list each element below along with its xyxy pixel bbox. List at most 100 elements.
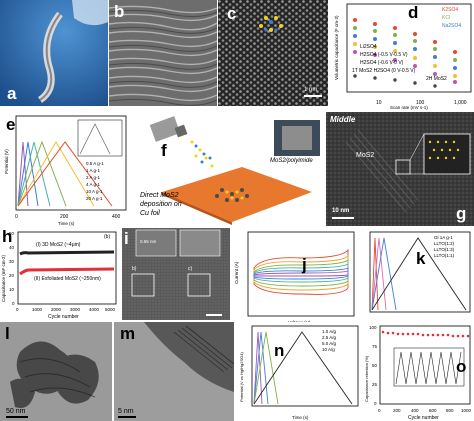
panel-k-legend-3: LLTO(1:1) [434, 253, 455, 258]
panel-h-xtick-1: 1000 [32, 307, 43, 312]
panel-n-legend-3: 10 A/g [322, 347, 335, 352]
panel-f-caption4: Cu foil [140, 210, 160, 217]
panel-i-inset-text: 0.65 nm [140, 239, 157, 244]
cycling-plot: 0 1000 2000 3000 4000 5000 Cycle number … [1, 231, 117, 320]
layered-sem-image [109, 0, 217, 106]
gcd-rate-plot: Time (s) Potential (V vs Hg/Hg2SO4) [239, 325, 359, 420]
panel-d-legend-1: KCl [442, 15, 451, 21]
panel-d-legend-5: H2SO4 (-0.6 V-0 V) [360, 60, 404, 66]
tem-image [326, 112, 474, 226]
panel-d-xtick-1: 10 [376, 100, 382, 106]
panel-e-legend-3: 4 A g-1 [86, 182, 101, 187]
panel-i-scalebar [206, 314, 222, 316]
panel-e-ylabel: Potential (V) [4, 149, 9, 174]
panel-o-xtick-3: 600 [429, 408, 437, 413]
panel-o-label: o [456, 357, 467, 376]
panel-d-xlabel: Scan rate (mV s-1) [390, 105, 428, 110]
panel-h-ytick-5: 50 [9, 231, 15, 236]
panel-c-scale-text: 1 nm [304, 87, 318, 93]
gcd-plot: 0 200 400 Time (s) Potential (V) [4, 115, 127, 226]
panel-n-label: n [274, 341, 285, 360]
panel-n-chart: Time (s) Potential (V vs Hg/Hg2SO4) n 1.… [236, 322, 362, 421]
panel-e-legend-5: 20 A g-1 [86, 196, 103, 201]
panel-f-caption3: deposition on [140, 201, 182, 208]
panel-k-legend-2: LLTO(1:3) [434, 247, 455, 252]
panel-e-legend-1: 1 A g-1 [86, 168, 101, 173]
panel-e-chart: 0 200 400 Time (s) Potential (V) e 0.5 A… [0, 112, 130, 226]
panel-m-scalebar [118, 416, 136, 418]
panel-o-xtick-0: 0 [378, 408, 381, 413]
panel-o-xtick-4: 800 [446, 408, 454, 413]
panel-d-legend-7: 2H MoS2 [426, 76, 447, 82]
deposition-schematic [149, 116, 320, 225]
panel-d-legend-2: Na2SO4 [442, 23, 462, 29]
panel-i-sub-c: c) [188, 266, 193, 272]
panel-e-legend-2: 2 A g-1 [86, 175, 101, 180]
panel-e-xtick-1: 200 [60, 214, 69, 220]
panel-b-sem: b [109, 0, 217, 106]
panel-h-ytick-0: 0 [12, 301, 15, 306]
panel-k-legend-0: Gl 1A g-1 [434, 235, 453, 240]
panel-o-ytick-4: 100 [369, 325, 377, 330]
panel-h-ytick-1: 10 [9, 287, 15, 292]
panel-n-ylabel: Potential (V vs Hg/Hg2SO4) [239, 352, 244, 402]
panel-d-legend-0: K2SO4 [442, 7, 459, 13]
panel-o-ylabel: Capacitance retention (%) [364, 355, 369, 402]
panel-h-ylabel: Capacitance (mF cm-2) [1, 254, 6, 302]
panel-d-chart: 10 100 1,000 Scan rate (mV s-1) Volumetr… [330, 0, 474, 110]
panel-j-chart: Voltage (V) Current (A) j [232, 228, 358, 328]
panel-h-series1: (I) 3D MoS2 (~4μm) [36, 242, 81, 248]
panel-l-scale-text: 50 nm [6, 408, 26, 415]
panel-o-xtick-2: 400 [411, 408, 419, 413]
panel-n-legend-2: 5.0 A/g [322, 341, 337, 346]
panel-g-scalebar [332, 217, 354, 219]
panel-h-ytick-2: 20 [9, 273, 15, 278]
panel-h-xtick-3: 3000 [70, 307, 81, 312]
panel-h-series2: (II) Exfoliated MoS2 (~250nm) [34, 276, 101, 282]
panel-b-label: b [114, 2, 125, 21]
panel-i-sub-b: b) [132, 266, 137, 272]
panel-d-label: d [408, 3, 419, 22]
panel-j-label: j [302, 255, 307, 274]
panel-d-legend-6: 1T MoS2 H2SO4 (0 V-0.5 V) [352, 68, 416, 74]
panel-h-xtick-0: 0 [16, 307, 19, 312]
panel-m-scale-text: 5 nm [118, 408, 134, 415]
panel-d-legend-4: H2SO4 (-0.5 V-0.5 V) [360, 52, 408, 58]
panel-h-chart: 0 1000 2000 3000 4000 5000 Cycle number … [0, 228, 120, 320]
panel-h-ytick-4: 40 [9, 245, 15, 250]
panel-i-sem: i 0.65 nm b) c) [122, 228, 230, 320]
panel-g-label: g [456, 204, 467, 223]
panel-o-xtick-5: 1000 [461, 408, 472, 413]
panel-n-legend-0: 1.0 A/g [322, 329, 337, 334]
panel-e-xlabel: Time (s) [58, 221, 75, 226]
cv-plot: Voltage (V) Current (A) [234, 231, 355, 325]
panel-i-label: i [124, 229, 129, 248]
capacitance-scanrate-plot: 10 100 1,000 Scan rate (mV s-1) Volumetr… [334, 3, 472, 110]
panel-o-ytick-0: 0 [374, 401, 377, 406]
retention-plot: 0 200 400 600 800 1000 Cycle number 0 25… [364, 325, 472, 421]
panel-h-xtick-4: 4000 [89, 307, 100, 312]
hrtem-image [114, 322, 234, 421]
panel-c-stem: c 1 nm [218, 0, 328, 106]
panel-o-ytick-3: 75 [372, 344, 378, 349]
panel-l-scalebar [6, 416, 28, 418]
panel-h-corner: (b) [104, 234, 111, 240]
panel-d-legend-3: Li2SO4 [360, 44, 377, 50]
panel-c-scalebar [304, 95, 322, 97]
panel-l-tem: l 50 nm [0, 322, 112, 421]
flexible-film-photo [0, 0, 108, 106]
panel-l-label: l [5, 324, 10, 343]
panel-e-legend-4: 10 A g-1 [86, 189, 103, 194]
panel-g-tem: Middle MoS2 10 nm g [326, 112, 474, 226]
panel-o-ytick-2: 50 [372, 363, 378, 368]
panel-o-xlabel: Cycle number [408, 415, 439, 421]
panel-c-label: c [227, 4, 237, 23]
panel-h-ytick-3: 30 [9, 259, 15, 264]
panel-n-legend-1: 2.5 A/g [322, 335, 337, 340]
panel-e-xtick-2: 400 [112, 214, 121, 220]
panel-f-caption1: MoS2/polyimide [270, 158, 313, 164]
panel-m-label: m [120, 324, 136, 343]
panel-a-photo: a [0, 0, 108, 106]
panel-k-legend-1: LLTO(1:2) [434, 241, 455, 246]
panel-k-chart: k Gl 1A g-1 LLTO(1:2) LLTO(1:3) LLTO(1:1… [360, 228, 474, 320]
